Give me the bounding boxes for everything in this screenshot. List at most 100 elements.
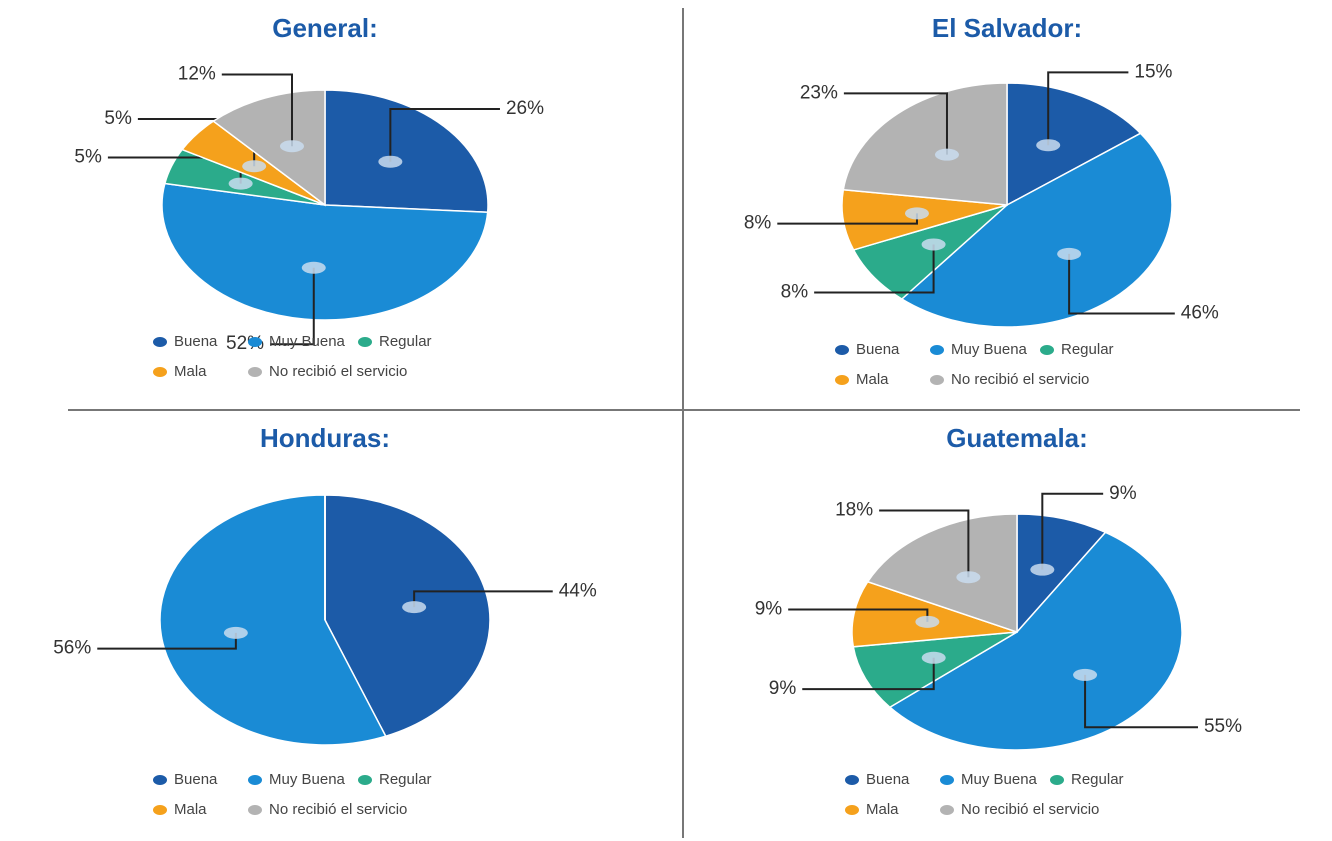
legend-label: Mala [856, 371, 889, 388]
pie-slice [324, 494, 491, 738]
legend-swatch [153, 775, 167, 785]
pie-slice [1016, 513, 1107, 634]
pie-slice [1006, 82, 1142, 207]
legend-swatch [248, 367, 262, 377]
leader-dot [904, 207, 929, 220]
legend-label: No recibió el servicio [961, 801, 1099, 818]
data-label: 44% [559, 580, 597, 601]
data-label: 18% [835, 499, 873, 520]
leader-dot [223, 626, 248, 639]
leader-line [221, 73, 293, 147]
leader-line [270, 267, 315, 346]
chart-title: Guatemala: [946, 423, 1088, 453]
leader-dot [1030, 563, 1055, 576]
leader-dot [378, 155, 403, 168]
leader-dot [921, 651, 946, 664]
data-label: 46% [1181, 303, 1219, 324]
chart-title: General: [272, 13, 378, 43]
legend-label: No recibió el servicio [951, 371, 1089, 388]
data-label: 55% [1204, 716, 1242, 737]
leader-dot [934, 148, 959, 161]
leader-dot [921, 238, 946, 251]
leader-dot [1073, 668, 1098, 681]
legend-label: Muy Buena [951, 341, 1028, 358]
leader-dot [1036, 139, 1061, 152]
leader-line [389, 107, 500, 162]
pie-slice [159, 494, 387, 746]
pie-slice [324, 89, 489, 214]
legend-label: No recibió el servicio [269, 363, 407, 380]
legend-label: Buena [174, 771, 218, 788]
legend-label: Muy Buena [961, 771, 1038, 788]
data-label: 23% [800, 82, 838, 103]
data-label: 26% [506, 98, 544, 119]
data-label: 15% [1134, 61, 1172, 82]
legend-swatch [153, 337, 167, 347]
legend-label: Mala [174, 801, 207, 818]
legend-label: Buena [856, 341, 900, 358]
legend-swatch [845, 805, 859, 815]
data-label: 12% [178, 64, 216, 85]
leader-line [1068, 253, 1175, 315]
pie-slice [212, 89, 326, 207]
legend-label: Regular [379, 771, 432, 788]
legend-swatch [845, 775, 859, 785]
legend-swatch [940, 805, 954, 815]
leader-dot [956, 571, 981, 584]
pie-slice [888, 531, 1183, 751]
data-label: 5% [104, 108, 132, 129]
leader-dot [1057, 247, 1082, 260]
leader-line [843, 92, 948, 155]
legend-swatch [358, 337, 372, 347]
legend-swatch [1050, 775, 1064, 785]
legend-swatch [835, 345, 849, 355]
legend-label: Mala [866, 801, 899, 818]
legend-swatch [358, 775, 372, 785]
leader-line [802, 657, 935, 691]
legend-label: Regular [1071, 771, 1124, 788]
data-label: 8% [744, 213, 772, 234]
leader-dot [228, 177, 253, 190]
legend-label: Muy Buena [269, 333, 346, 350]
pie-slice [866, 513, 1018, 634]
data-label: 5% [74, 146, 102, 167]
pie-slice [161, 182, 489, 321]
leader-line [814, 244, 935, 294]
legend-swatch [940, 775, 954, 785]
legend-label: Regular [1061, 341, 1114, 358]
pie-slice [842, 82, 1008, 206]
pie-slice [851, 580, 1018, 648]
leader-line [879, 509, 970, 578]
legend-swatch [1040, 345, 1054, 355]
data-label: 56% [53, 638, 91, 659]
legend-swatch [835, 375, 849, 385]
legend-swatch [930, 345, 944, 355]
leader-line [1084, 674, 1198, 729]
legend-swatch [248, 805, 262, 815]
data-label: 8% [781, 282, 809, 303]
data-label: 9% [1109, 483, 1137, 504]
leader-dot [242, 160, 267, 173]
legend-label: Buena [866, 771, 910, 788]
data-label: 9% [755, 598, 783, 619]
legend-swatch [248, 337, 262, 347]
legend-label: Mala [174, 363, 207, 380]
leader-dot [915, 615, 940, 628]
pie-slice [900, 132, 1173, 328]
leader-dot [279, 140, 304, 153]
legend-label: Muy Buena [269, 771, 346, 788]
legend-label: Regular [379, 333, 432, 350]
legend-swatch [930, 375, 944, 385]
chart-title: El Salvador: [932, 13, 1082, 43]
data-label: 9% [769, 678, 797, 699]
leader-dot [402, 601, 427, 614]
legend-label: Buena [174, 333, 218, 350]
legend-swatch [153, 367, 167, 377]
legend-label: No recibió el servicio [269, 801, 407, 818]
leader-line [1047, 71, 1129, 146]
leader-dot [301, 261, 326, 274]
legend-swatch [153, 805, 167, 815]
leader-line [1041, 492, 1104, 570]
legend-swatch [248, 775, 262, 785]
